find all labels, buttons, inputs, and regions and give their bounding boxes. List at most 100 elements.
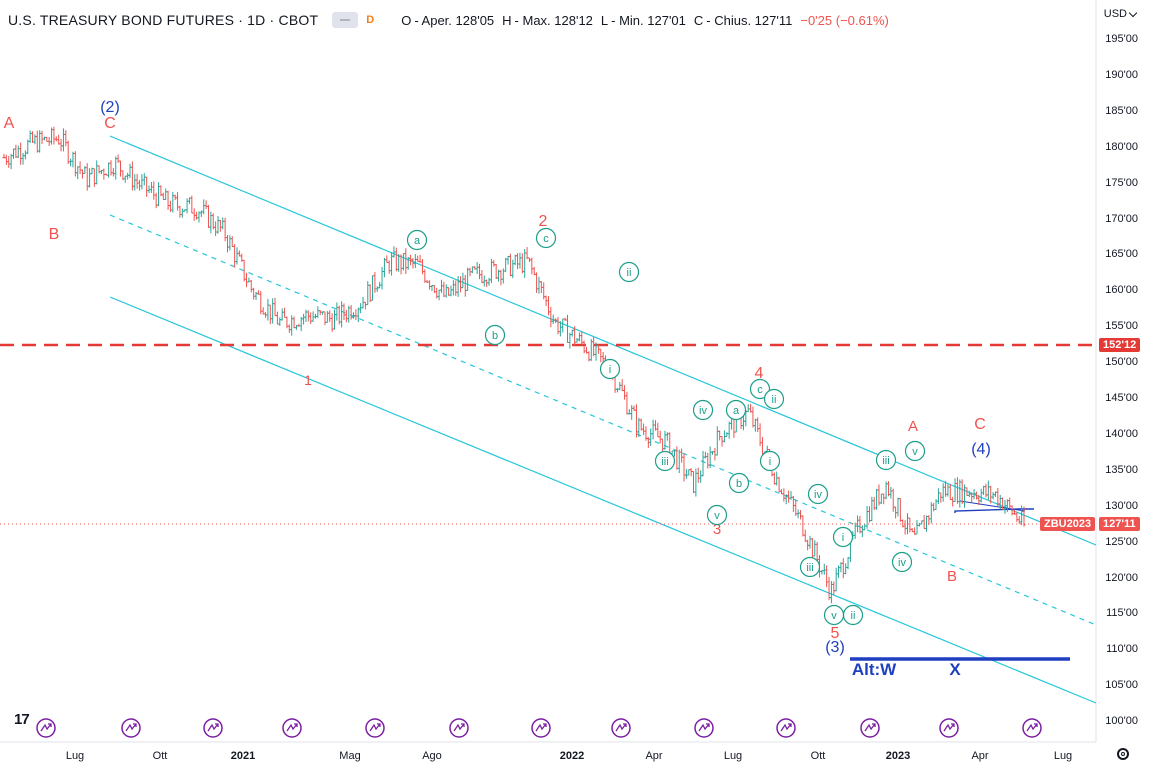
- price-bar: [511, 259, 515, 279]
- price-bar: [66, 140, 70, 165]
- circled-wave-label[interactable]: i: [832, 526, 854, 548]
- wave-label[interactable]: B: [49, 226, 60, 243]
- wave-label[interactable]: B: [947, 568, 957, 585]
- price-bar: [508, 253, 512, 277]
- channel-upper-line[interactable]: [109, 135, 1097, 546]
- circled-wave-label[interactable]: ii: [763, 388, 785, 410]
- price-bar: [78, 161, 82, 174]
- circled-wave-label[interactable]: v: [706, 504, 728, 526]
- price-bar: [475, 262, 479, 275]
- event-marker-icon[interactable]: [365, 718, 385, 738]
- visibility-toggle-icon[interactable]: [332, 12, 359, 28]
- circled-wave-label[interactable]: b: [484, 324, 506, 346]
- price-bar: [382, 257, 386, 278]
- channel-lower-line[interactable]: [109, 296, 1097, 704]
- svg-text:a: a: [414, 235, 421, 247]
- price-bar: [202, 199, 206, 215]
- price-bar: [335, 302, 339, 321]
- wave-label[interactable]: 2: [539, 213, 548, 230]
- price-bar: [31, 131, 35, 143]
- event-marker-icon[interactable]: [939, 718, 959, 738]
- wave-label[interactable]: (2): [100, 99, 120, 116]
- price-bar: [580, 331, 584, 346]
- wave-label[interactable]: 5: [831, 625, 840, 642]
- tradingview-logo-icon[interactable]: 17: [14, 711, 30, 728]
- event-marker-icon[interactable]: [694, 718, 714, 738]
- price-bar: [278, 317, 282, 326]
- price-bar: [206, 205, 210, 228]
- time-tick-label: 2023: [885, 750, 911, 762]
- price-bar: [516, 253, 520, 270]
- circled-wave-label[interactable]: iv: [692, 399, 714, 421]
- circled-wave-label[interactable]: iv: [807, 483, 829, 505]
- gear-icon[interactable]: [1117, 748, 1129, 760]
- wave-label[interactable]: (4): [971, 441, 991, 458]
- wave-label[interactable]: Alt:W: [852, 660, 897, 679]
- wave-label[interactable]: C: [104, 115, 116, 132]
- price-bar: [801, 515, 805, 537]
- level-price-badge: 152'12: [1099, 338, 1141, 352]
- circled-wave-label[interactable]: ii: [618, 261, 640, 283]
- price-bar: [394, 247, 398, 272]
- price-tick-label: 125'00: [1105, 535, 1138, 548]
- circled-wave-label[interactable]: v: [904, 440, 926, 462]
- event-marker-icon[interactable]: [203, 718, 223, 738]
- price-bar: [684, 468, 688, 479]
- wave-label[interactable]: 3: [713, 521, 721, 538]
- wave-label[interactable]: A: [908, 418, 918, 435]
- wave-label[interactable]: (3): [825, 639, 845, 656]
- price-bar: [252, 287, 256, 300]
- circled-wave-label[interactable]: iii: [654, 450, 676, 472]
- price-tick-label: 110'00: [1106, 643, 1138, 656]
- circled-wave-label[interactable]: iv: [891, 551, 913, 573]
- event-marker-icon[interactable]: [36, 718, 56, 738]
- channel-mid-line[interactable]: [109, 214, 1097, 626]
- event-marker-icon[interactable]: [611, 718, 631, 738]
- circled-wave-label[interactable]: c: [749, 378, 771, 400]
- price-bar: [694, 468, 698, 497]
- circled-wave-label[interactable]: c: [535, 227, 557, 249]
- circled-wave-label[interactable]: iii: [875, 449, 897, 471]
- price-bar: [16, 145, 20, 159]
- event-marker-icon[interactable]: [776, 718, 796, 738]
- delay-badge[interactable]: D: [366, 14, 375, 26]
- event-marker-icon[interactable]: [121, 718, 141, 738]
- circled-wave-label[interactable]: a: [725, 399, 747, 421]
- ohlc-low-label: L: [600, 12, 609, 28]
- price-bar: [953, 478, 957, 502]
- circled-wave-label[interactable]: v: [823, 604, 845, 626]
- circled-wave-label[interactable]: ii: [842, 604, 864, 626]
- circled-wave-label[interactable]: b: [728, 472, 750, 494]
- wave-label[interactable]: 1: [304, 372, 312, 388]
- event-marker-icon[interactable]: [449, 718, 469, 738]
- price-bar: [271, 298, 275, 324]
- svg-text:v: v: [831, 610, 837, 622]
- svg-text:b: b: [736, 478, 742, 490]
- event-marker-icon[interactable]: [860, 718, 880, 738]
- ohlc-change-value: −0'25 (−0.61%): [800, 12, 889, 28]
- event-marker-icon[interactable]: [531, 718, 551, 738]
- circled-wave-label[interactable]: a: [406, 229, 428, 251]
- circled-wave-label[interactable]: iii: [799, 556, 821, 578]
- circled-wave-label[interactable]: i: [759, 450, 781, 472]
- wave-label[interactable]: A: [4, 115, 15, 132]
- symbol-title[interactable]: U.S. TREASURY BOND FUTURES · 1D · CBOT: [8, 12, 319, 28]
- price-bar: [803, 529, 807, 542]
- projection-shape[interactable]: [954, 508, 1034, 513]
- price-bar: [946, 484, 950, 497]
- price-bar: [216, 216, 220, 234]
- currency-selector[interactable]: USD: [1104, 8, 1138, 20]
- wave-label[interactable]: C: [974, 416, 986, 433]
- wave-label[interactable]: X: [949, 660, 961, 679]
- symbol-header[interactable]: U.S. TREASURY BOND FUTURES · 1D · CBOT D…: [8, 9, 889, 31]
- circled-wave-label[interactable]: i: [599, 358, 621, 380]
- price-bar: [233, 244, 237, 268]
- price-bar: [715, 426, 719, 456]
- event-marker-icon[interactable]: [282, 718, 302, 738]
- price-bar: [344, 309, 348, 323]
- event-marker-icon[interactable]: [1022, 718, 1042, 738]
- svg-text:b: b: [492, 330, 498, 342]
- time-tick-label: Ott: [152, 750, 168, 762]
- wave-label[interactable]: 4: [755, 365, 764, 382]
- price-bar: [83, 165, 87, 174]
